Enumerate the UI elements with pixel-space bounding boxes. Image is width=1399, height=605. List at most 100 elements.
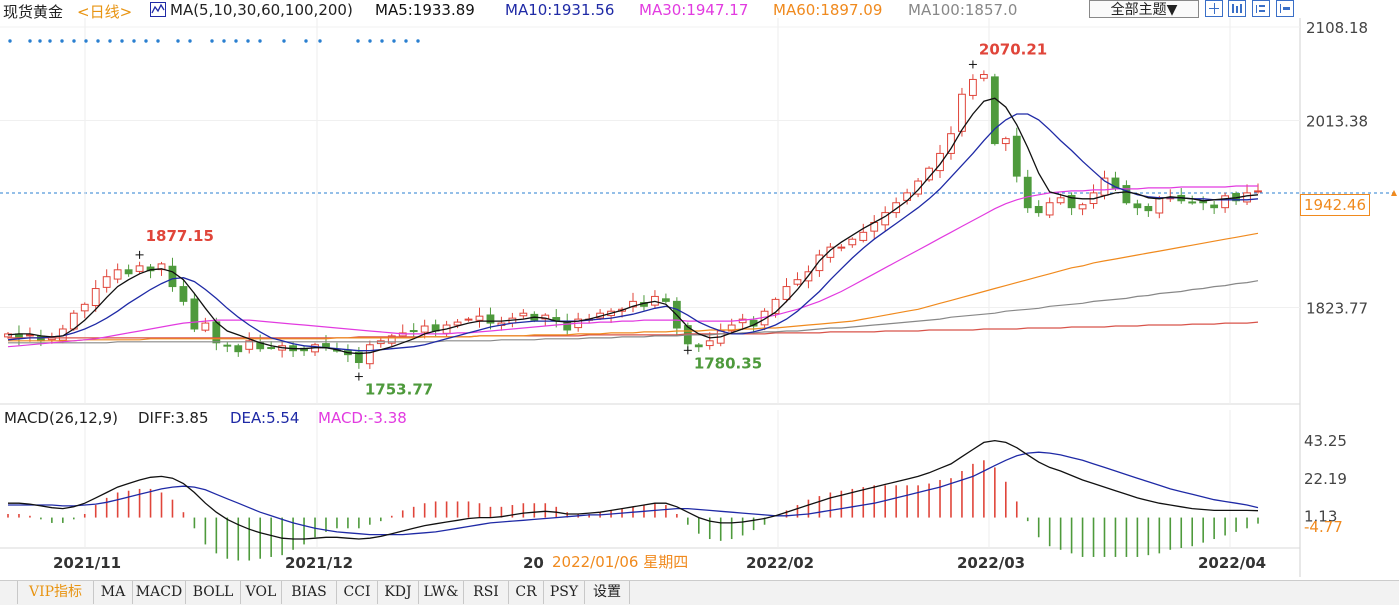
ma-line-ma60 — [8, 232, 1259, 342]
tab-cr[interactable]: CR — [509, 581, 544, 604]
event-dot — [304, 39, 308, 43]
candle-body — [26, 334, 34, 337]
candle-body — [91, 288, 100, 307]
candle-body — [1111, 177, 1120, 189]
ma10-value: MA10:1931.56 — [505, 1, 615, 19]
candle-body — [365, 344, 374, 365]
scroll-right-icon[interactable] — [1276, 0, 1294, 17]
candle-body — [782, 286, 791, 300]
tab-bias[interactable]: BIAS — [282, 581, 337, 604]
candle-body — [135, 265, 144, 272]
candle-body — [212, 321, 221, 344]
event-dot — [144, 39, 148, 43]
macd-histogram — [7, 460, 1259, 561]
candle-body — [815, 254, 824, 272]
candle-body — [661, 298, 670, 302]
date-tick-label: 2022/02 — [746, 554, 814, 572]
date-tick-label: 2022/03 — [957, 554, 1025, 572]
candle-body — [201, 322, 210, 331]
price-tick-label: 1823.77 — [1306, 300, 1368, 318]
price-tick-label: 2108.18 — [1306, 19, 1368, 37]
candle-body — [793, 279, 802, 285]
candle-body — [190, 298, 199, 330]
date-tick-label: 2021/12 — [285, 554, 353, 572]
tab-vol[interactable]: VOL — [241, 581, 282, 604]
candle-body — [1210, 204, 1219, 209]
chart-grid — [0, 18, 1395, 577]
candle-body — [80, 303, 89, 312]
crosshair-tool-icon[interactable] — [1205, 0, 1223, 17]
tab-ma[interactable]: MA — [94, 581, 133, 604]
theme-dropdown-button[interactable]: 全部主题▼ — [1089, 0, 1199, 18]
candle-body — [223, 344, 232, 347]
candle-body — [771, 298, 780, 315]
event-dot — [404, 39, 408, 43]
event-dot — [380, 39, 384, 43]
macd-value: MACD:-3.38 — [318, 409, 407, 427]
candle-body — [1034, 205, 1043, 214]
candle-body — [1001, 138, 1010, 145]
tab-kdj[interactable]: KDJ — [378, 581, 419, 604]
candle-body — [409, 330, 418, 333]
candle-body — [354, 351, 363, 364]
candle-body — [727, 324, 736, 332]
event-dot — [156, 39, 160, 43]
candle-body — [1067, 194, 1076, 209]
ma100-value: MA100:1857.0 — [908, 1, 1018, 19]
macd-diff: DIFF:3.85 — [138, 409, 209, 427]
candle-body — [1243, 192, 1251, 203]
event-dot — [222, 39, 226, 43]
candle-body — [1012, 135, 1021, 177]
event-dot — [84, 39, 88, 43]
candle-body — [267, 347, 276, 350]
candle-body — [1122, 185, 1131, 204]
event-dot — [210, 39, 214, 43]
candle-body — [519, 312, 528, 317]
candle-body — [848, 238, 857, 246]
ma-line-ma10 — [7, 113, 1259, 352]
event-dot — [234, 39, 238, 43]
macd-tick-label: 43.25 — [1304, 432, 1347, 450]
tab-macd[interactable]: MACD — [133, 581, 186, 604]
moving-average-lines — [7, 97, 1259, 355]
tab-settings[interactable]: 设置 — [585, 581, 630, 604]
candle-body — [958, 93, 966, 132]
extreme-label: 1753.77 — [365, 381, 433, 399]
candle-body — [979, 74, 988, 79]
candle-body — [705, 340, 714, 347]
ma-settings-icon[interactable] — [150, 2, 166, 17]
candle-body — [1188, 201, 1197, 204]
zoom-out-icon[interactable] — [1252, 0, 1270, 17]
event-dot — [38, 39, 42, 43]
diff-line — [8, 439, 1259, 540]
event-dot — [8, 39, 12, 43]
crosshair-date-tooltip: 2022/01/06 星期四 — [548, 551, 720, 573]
candle-body — [1133, 203, 1142, 209]
candle-body — [541, 314, 550, 320]
candle-body — [1023, 176, 1032, 209]
symbol-name: 现货黄金 — [3, 3, 64, 21]
tab-rsi[interactable]: RSI — [464, 581, 509, 604]
event-dot — [48, 39, 52, 43]
candle-body — [179, 286, 188, 302]
period-selector[interactable]: <日线> — [77, 3, 133, 21]
event-dot — [120, 39, 124, 43]
zoom-in-icon[interactable] — [1228, 0, 1246, 17]
tab-psy[interactable]: PSY — [544, 581, 585, 604]
candle-body — [892, 202, 901, 214]
candle-body — [826, 246, 835, 258]
kline-chart[interactable]: 2108.18 2013.38 1823.77 43.25 22.19 1.13-4.77… — [0, 0, 1399, 580]
candle-body — [102, 276, 111, 288]
ma-line-ma100 — [8, 280, 1259, 344]
ma-line-ma5 — [7, 97, 1259, 355]
ma5-value: MA5:1933.89 — [375, 1, 475, 19]
candle-body — [453, 321, 462, 326]
tab-vip[interactable]: VIP指标 — [18, 581, 94, 604]
tab-boll[interactable]: BOLL — [186, 581, 241, 604]
candle-body — [1078, 204, 1087, 210]
candle-body — [859, 231, 868, 241]
extreme-label: 1780.35 — [694, 354, 762, 372]
candle-body — [1199, 201, 1208, 204]
tab-lw[interactable]: LW& — [419, 581, 464, 604]
tab-cci[interactable]: CCI — [337, 581, 378, 604]
